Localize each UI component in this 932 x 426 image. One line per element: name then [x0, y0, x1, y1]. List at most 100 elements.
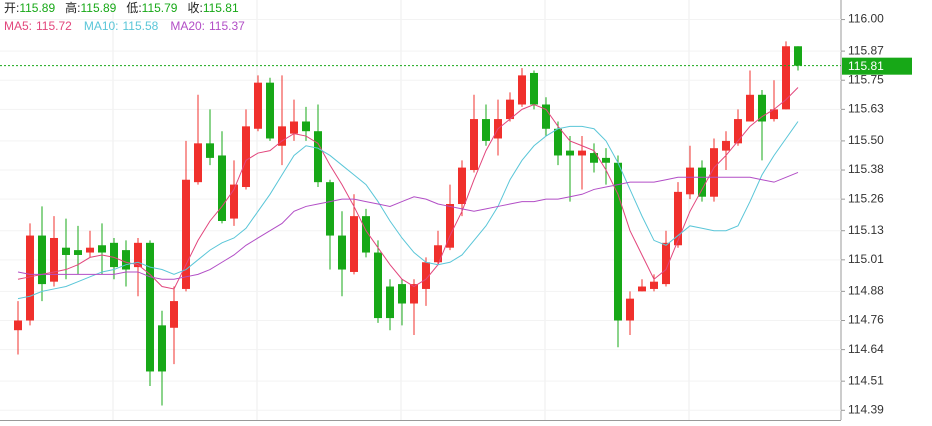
candle-body	[482, 119, 490, 141]
candle-body	[38, 235, 46, 285]
candle-body	[638, 286, 646, 292]
candle-body	[266, 82, 274, 139]
y-tick-label: 114.88	[848, 284, 884, 298]
y-tick-label: 115.63	[848, 102, 884, 116]
y-tick-label: 114.51	[848, 373, 884, 387]
ohlc-header: 开:115.89 高:115.89 低:115.79 收:115.81	[4, 0, 239, 15]
header-value: 115.89	[19, 1, 55, 15]
y-tick-label: 115.75	[848, 72, 884, 86]
y-tick-label: 115.38	[848, 162, 884, 176]
y-tick-label: 115.87	[848, 43, 884, 57]
candle-body	[146, 242, 154, 372]
candle-body	[230, 184, 238, 219]
candle-body	[398, 284, 406, 304]
candle-body	[554, 128, 562, 156]
candle-body	[458, 167, 466, 205]
candle-body	[386, 286, 394, 319]
legend-value: 115.72	[36, 19, 72, 33]
y-tick-label: 114.39	[848, 402, 884, 416]
y-tick-label: 116.00	[848, 12, 884, 26]
candle-body	[314, 131, 322, 183]
candle-body	[710, 148, 718, 197]
candle-body	[182, 179, 190, 289]
header-label: 低:	[126, 1, 141, 15]
ma-line	[17, 87, 799, 290]
candle-body	[578, 150, 586, 156]
candle-body	[326, 182, 334, 236]
candle-body	[158, 325, 166, 372]
candle-body	[302, 121, 310, 132]
candle-body	[362, 216, 370, 253]
candle-body	[374, 252, 382, 319]
candle-body	[242, 126, 250, 188]
candle-body	[686, 167, 694, 195]
candle-body	[422, 262, 430, 289]
candle-body	[758, 94, 766, 122]
candle-body	[206, 143, 214, 158]
y-tick-label: 115.50	[848, 133, 884, 147]
candle-body	[650, 281, 658, 289]
legend-name: MA10:	[84, 19, 119, 33]
candle-body	[446, 204, 454, 248]
candle-body	[74, 250, 82, 255]
header-label: 开:	[4, 1, 19, 15]
candle-body	[194, 143, 202, 183]
header-label: 高:	[65, 0, 80, 15]
candle-body	[14, 320, 22, 331]
candle-body	[590, 153, 598, 163]
candle-body	[794, 46, 802, 66]
last-price-box	[842, 57, 912, 75]
candle-body	[218, 155, 226, 221]
candle-body	[98, 245, 106, 253]
y-tick-label: 115.13	[848, 223, 884, 237]
candle-body	[614, 162, 622, 321]
candle-body	[110, 242, 118, 268]
legend-name: MA5:	[4, 19, 32, 33]
header-value: 115.79	[142, 1, 178, 15]
ma-line	[17, 121, 799, 300]
y-tick-label: 115.26	[848, 191, 884, 205]
header-label: 收:	[187, 1, 202, 15]
candle-body	[734, 119, 742, 144]
candle-body	[530, 72, 538, 105]
header-value: 115.81	[203, 1, 239, 15]
ma-line	[17, 171, 799, 280]
candle-body	[470, 119, 478, 171]
candle-body	[278, 126, 286, 146]
candle-body	[770, 109, 778, 120]
candle-body	[674, 191, 682, 246]
y-tick-label: 114.64	[848, 342, 884, 356]
candle-body	[170, 301, 178, 328]
candle-body	[746, 94, 754, 122]
candle-body	[518, 75, 526, 105]
candle-body	[26, 235, 34, 321]
candle-body	[542, 104, 550, 129]
legend-value: 115.58	[123, 19, 159, 33]
candle-body	[86, 247, 94, 253]
candle-body	[434, 245, 442, 263]
candle-body	[602, 157, 610, 163]
candle-body	[290, 121, 298, 134]
candle-body	[506, 99, 514, 120]
legend-name: MA20:	[170, 19, 205, 33]
y-tick-label: 114.76	[848, 313, 884, 327]
y-tick-label: 115.01	[848, 252, 884, 266]
candle-body	[698, 167, 706, 197]
candle-body	[254, 82, 262, 129]
candle-body	[410, 284, 418, 304]
candle-body	[566, 150, 574, 156]
candle-body	[50, 237, 58, 282]
header-value: 115.89	[81, 1, 117, 15]
candle-body	[662, 242, 670, 285]
last-price-label: 115.81	[848, 59, 884, 73]
candle-body	[722, 140, 730, 151]
candle-body	[350, 216, 358, 272]
candle-body	[338, 235, 346, 270]
candle-body	[122, 250, 130, 270]
legend-value: 115.37	[209, 19, 245, 33]
candle-body	[134, 242, 142, 268]
candle-body	[626, 298, 634, 321]
candle-body	[62, 247, 70, 255]
